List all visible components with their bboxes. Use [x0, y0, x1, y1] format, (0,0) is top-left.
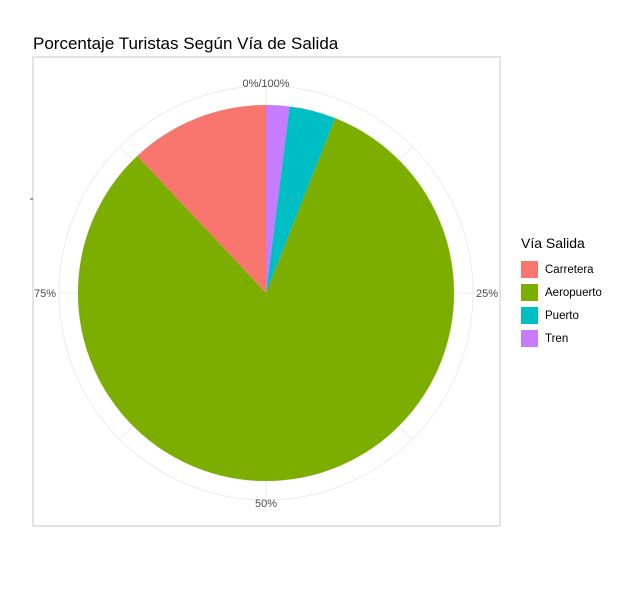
legend-title: Vía Salida — [521, 235, 585, 251]
pie-slice-carretera — [137, 105, 266, 293]
legend-item: Carretera — [521, 258, 602, 281]
pie-slice-aeropuerto — [78, 118, 455, 481]
chart-title: Porcentaje Turistas Según Vía de Salida — [33, 34, 339, 53]
angle-tick-label: 50% — [255, 498, 277, 510]
legend-item: Puerto — [521, 304, 602, 327]
legend: Vía Salida Carretera Aeropuerto Puerto Tren — [521, 235, 602, 350]
legend-items: Carretera Aeropuerto Puerto Tren — [521, 258, 602, 350]
legend-key — [521, 307, 538, 324]
pie-slice-tren — [266, 105, 290, 293]
angle-tick-label: 75% — [34, 288, 56, 300]
legend-key — [521, 261, 538, 278]
legend-item: Tren — [521, 327, 602, 350]
legend-key — [521, 284, 538, 301]
angle-tick-label: 0%/100% — [242, 78, 289, 90]
legend-label: Aeropuerto — [545, 286, 602, 299]
plot-panel-border — [32, 56, 501, 527]
legend-key — [521, 330, 538, 347]
legend-label: Carretera — [545, 263, 594, 276]
legend-label: Tren — [545, 332, 569, 345]
angle-tick-label: 25% — [476, 288, 498, 300]
legend-item: Aeropuerto — [521, 281, 602, 304]
legend-label: Puerto — [545, 309, 579, 322]
pie-slice-puerto — [266, 106, 336, 293]
